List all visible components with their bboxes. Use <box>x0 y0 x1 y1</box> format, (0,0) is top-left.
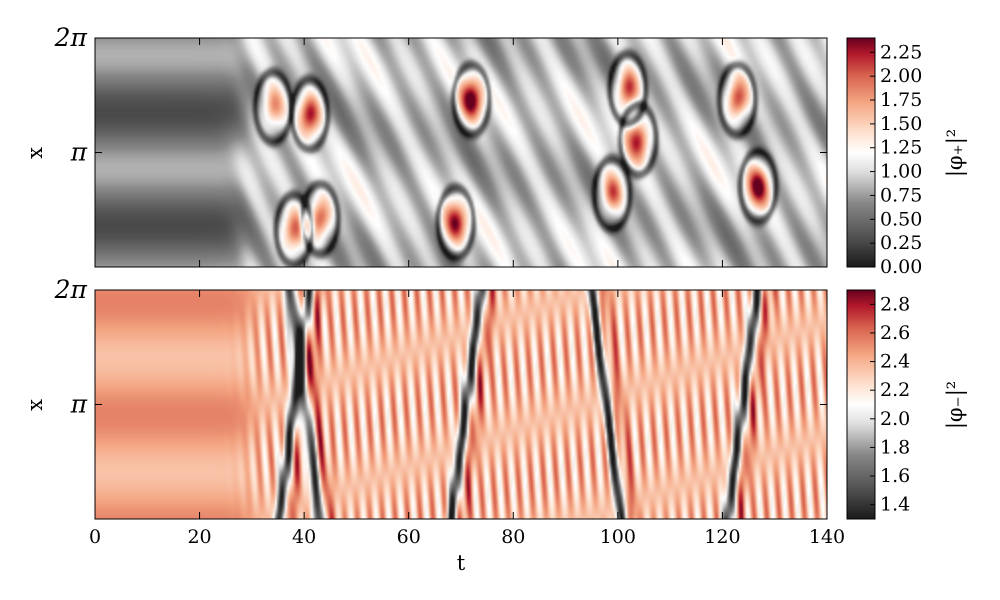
top-y-ticks: π 2π <box>54 23 827 167</box>
colorbar-tick-label: 1.8 <box>880 436 910 458</box>
colorbar-tick-label: 0.50 <box>880 208 922 230</box>
bottom-x-ticks: 0 20 40 60 80 100 120 140 <box>89 38 845 548</box>
top-y-axis-label: x <box>23 147 47 159</box>
colorbar-tick-label: 0.75 <box>880 184 922 206</box>
x-tick-label: 0 <box>89 526 101 548</box>
y-tick-label: 2π <box>54 275 88 304</box>
colorbar-tick-label: 2.8 <box>880 293 910 315</box>
colorbar-tick-label: 1.75 <box>880 89 922 111</box>
bottom-colorbar-gradient <box>846 289 876 520</box>
x-axis-label: t <box>457 551 466 575</box>
top-colorbar: 0.000.250.500.751.001.251.501.752.002.25… <box>846 37 968 278</box>
colorbar-tick-label: 1.00 <box>880 161 922 183</box>
colorbar-tick-label: 1.25 <box>880 137 922 159</box>
bottom-y-axis-label: x <box>23 399 47 411</box>
colorbar-tick-label: 0.25 <box>880 232 922 254</box>
top-colorbar-gradient <box>846 37 876 268</box>
x-tick-label: 120 <box>704 526 740 548</box>
colorbar-tick-label: 1.4 <box>880 494 910 516</box>
y-tick-label: 2π <box>54 23 88 52</box>
bottom-colorbar: 1.4 1.6 1.8 2.0 2.2 2.4 2.6 2.8 |φ₋|² <box>846 289 968 520</box>
bottom-y-ticks: π 2π <box>54 275 827 419</box>
bottom-heatmap-panel: π 2π 0 20 40 60 80 100 120 140 x t <box>23 38 845 575</box>
top-colorbar-label: |φ₊|² <box>943 129 968 177</box>
bottom-colorbar-ticks: 1.4 1.6 1.8 2.0 2.2 2.4 2.6 2.8 <box>870 293 910 516</box>
x-tick-label: 100 <box>600 526 636 548</box>
x-tick-label: 60 <box>397 526 421 548</box>
colorbar-tick-label: 2.00 <box>880 65 922 87</box>
colorbar-tick-label: 2.0 <box>880 408 910 430</box>
x-tick-label: 80 <box>501 526 525 548</box>
x-tick-label: 20 <box>187 526 211 548</box>
colorbar-tick-label: 2.25 <box>880 41 922 63</box>
top-colorbar-ticks: 0.000.250.500.751.001.251.501.752.002.25 <box>870 41 922 278</box>
colorbar-tick-label: 1.6 <box>880 465 910 487</box>
colorbar-tick-label: 0.00 <box>880 256 922 278</box>
colorbar-tick-label: 2.2 <box>880 379 910 401</box>
y-tick-label: π <box>70 138 88 167</box>
top-heatmap-panel: π 2π x <box>23 23 828 268</box>
x-tick-label: 140 <box>809 526 845 548</box>
colorbar-tick-label: 1.50 <box>880 113 922 135</box>
y-tick-label: π <box>70 390 88 419</box>
top-heatmap-image <box>95 38 827 267</box>
colorbar-tick-label: 2.4 <box>880 351 910 373</box>
x-tick-label: 40 <box>292 526 316 548</box>
colorbar-tick-label: 2.6 <box>880 322 910 344</box>
bottom-colorbar-label: |φ₋|² <box>943 381 968 429</box>
bottom-heatmap-image <box>95 290 827 519</box>
